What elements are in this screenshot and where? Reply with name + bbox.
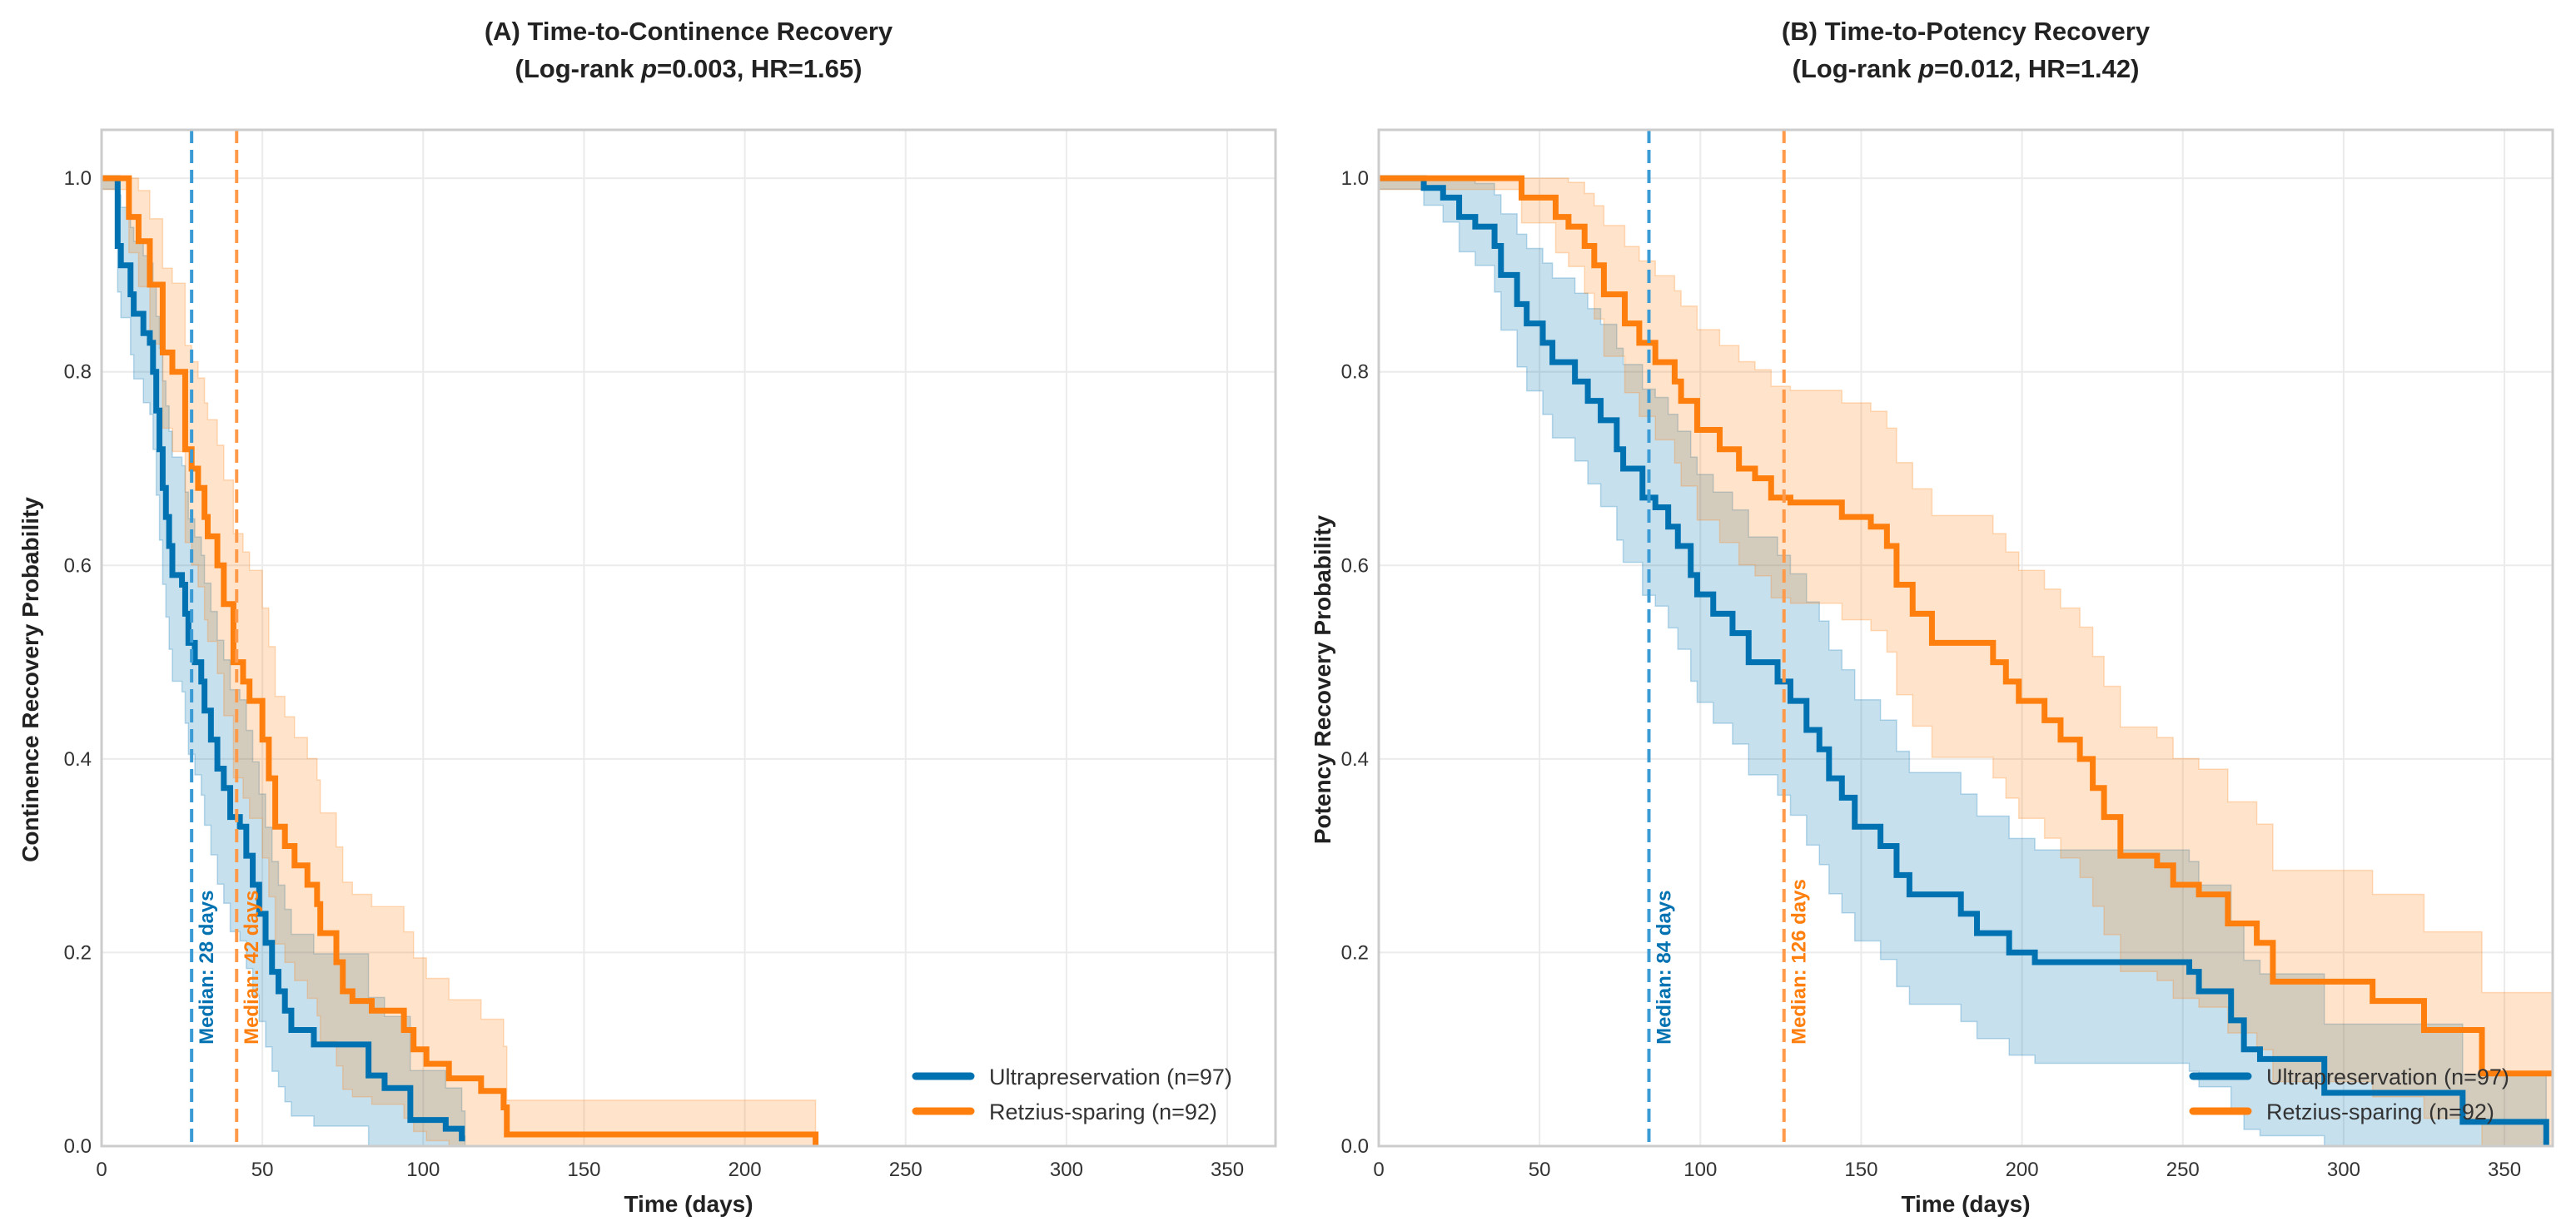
title-stats: =0.003, HR=1.65) [657,54,862,83]
x-tick-label: 300 [2327,1159,2360,1181]
x-tick-label: 50 [251,1159,274,1181]
plot-frame [100,128,1277,1148]
x-tick-label: 250 [889,1159,922,1181]
x-tick-label: 100 [1683,1159,1717,1181]
title-p-symbol: p [1917,54,1934,83]
km-curve-retzius [102,175,819,1146]
y-tick-label: 1.0 [64,167,92,190]
panel-b-potency: (B) Time-to-Potency Recovery (Log-rank p=… [1310,17,2554,1217]
median-label-ultra: Median: 28 days [196,890,218,1044]
y-tick-label: 0.6 [64,554,92,577]
y-tick-label: 1.0 [1341,167,1369,190]
legend-label-retzius: Retzius-sparing (n=92) [989,1099,1217,1124]
legend-label-ultra: Ultrapreservation (n=97) [2266,1065,2509,1090]
title-p-symbol: p [640,54,657,83]
chart-title-line2: (Log-rank p=0.012, HR=1.42) [1793,54,2140,83]
x-axis-label: Time (days) [624,1191,753,1217]
median-label-ultra: Median: 84 days [1653,890,1675,1044]
title-stats: =0.012, HR=1.42) [1934,54,2139,83]
x-tick-label: 350 [2488,1159,2521,1181]
x-tick-label: 0 [1373,1159,1384,1181]
x-tick-label: 0 [96,1159,107,1181]
plot-frame [1377,128,2554,1148]
median-label-retzius: Median: 126 days [1788,879,1811,1045]
title-logrank-prefix: (Log-rank [515,54,642,83]
y-tick-label: 0.8 [64,361,92,384]
x-tick-label: 200 [2006,1159,2039,1181]
x-axis-label: Time (days) [1901,1191,2030,1217]
x-tick-label: 100 [406,1159,440,1181]
chart-title-line1: (B) Time-to-Potency Recovery [1782,17,2151,46]
chart-title-line2: (Log-rank p=0.003, HR=1.65) [515,54,863,83]
ci-band-retzius [101,177,817,1147]
x-tick-label: 50 [1529,1159,1551,1181]
legend-label-retzius: Retzius-sparing (n=92) [2266,1099,2494,1124]
title-logrank-prefix: (Log-rank [1793,54,1919,83]
y-tick-label: 0.4 [64,748,92,771]
median-label-retzius: Median: 42 days [241,890,263,1044]
y-tick-label: 0.4 [1341,748,1369,771]
km-curve-ultra [102,175,465,1142]
ci-band-ultra [101,177,466,1147]
y-tick-label: 0.6 [1341,554,1369,577]
x-tick-label: 150 [567,1159,600,1181]
legend: Ultrapreservation (n=97) Retzius-sparing … [2189,1065,2509,1124]
x-tick-label: 200 [729,1159,762,1181]
km-curve-retzius [1379,175,2553,1077]
legend: Ultrapreservation (n=97) Retzius-sparing … [912,1065,1232,1124]
x-tick-label: 150 [1844,1159,1877,1181]
y-tick-label: 0.2 [64,941,92,964]
y-tick-label: 0.8 [1341,361,1369,384]
y-tick-label: 0.2 [1341,941,1369,964]
x-tick-label: 350 [1211,1159,1244,1181]
y-tick-label: 0.0 [1341,1135,1369,1158]
y-axis-label: Potency Recovery Probability [1310,514,1335,844]
y-tick-label: 0.0 [64,1135,92,1158]
panel-a-continence: (A) Time-to-Continence Recovery (Log-rank… [17,17,1277,1217]
legend-label-ultra: Ultrapreservation (n=97) [989,1065,1232,1090]
chart-title-line1: (A) Time-to-Continence Recovery [485,17,893,46]
km-curve-ultra [1379,175,2549,1146]
y-axis-label: Continence Recovery Probability [17,497,43,862]
x-tick-label: 250 [2166,1159,2200,1181]
x-tick-label: 300 [1050,1159,1083,1181]
